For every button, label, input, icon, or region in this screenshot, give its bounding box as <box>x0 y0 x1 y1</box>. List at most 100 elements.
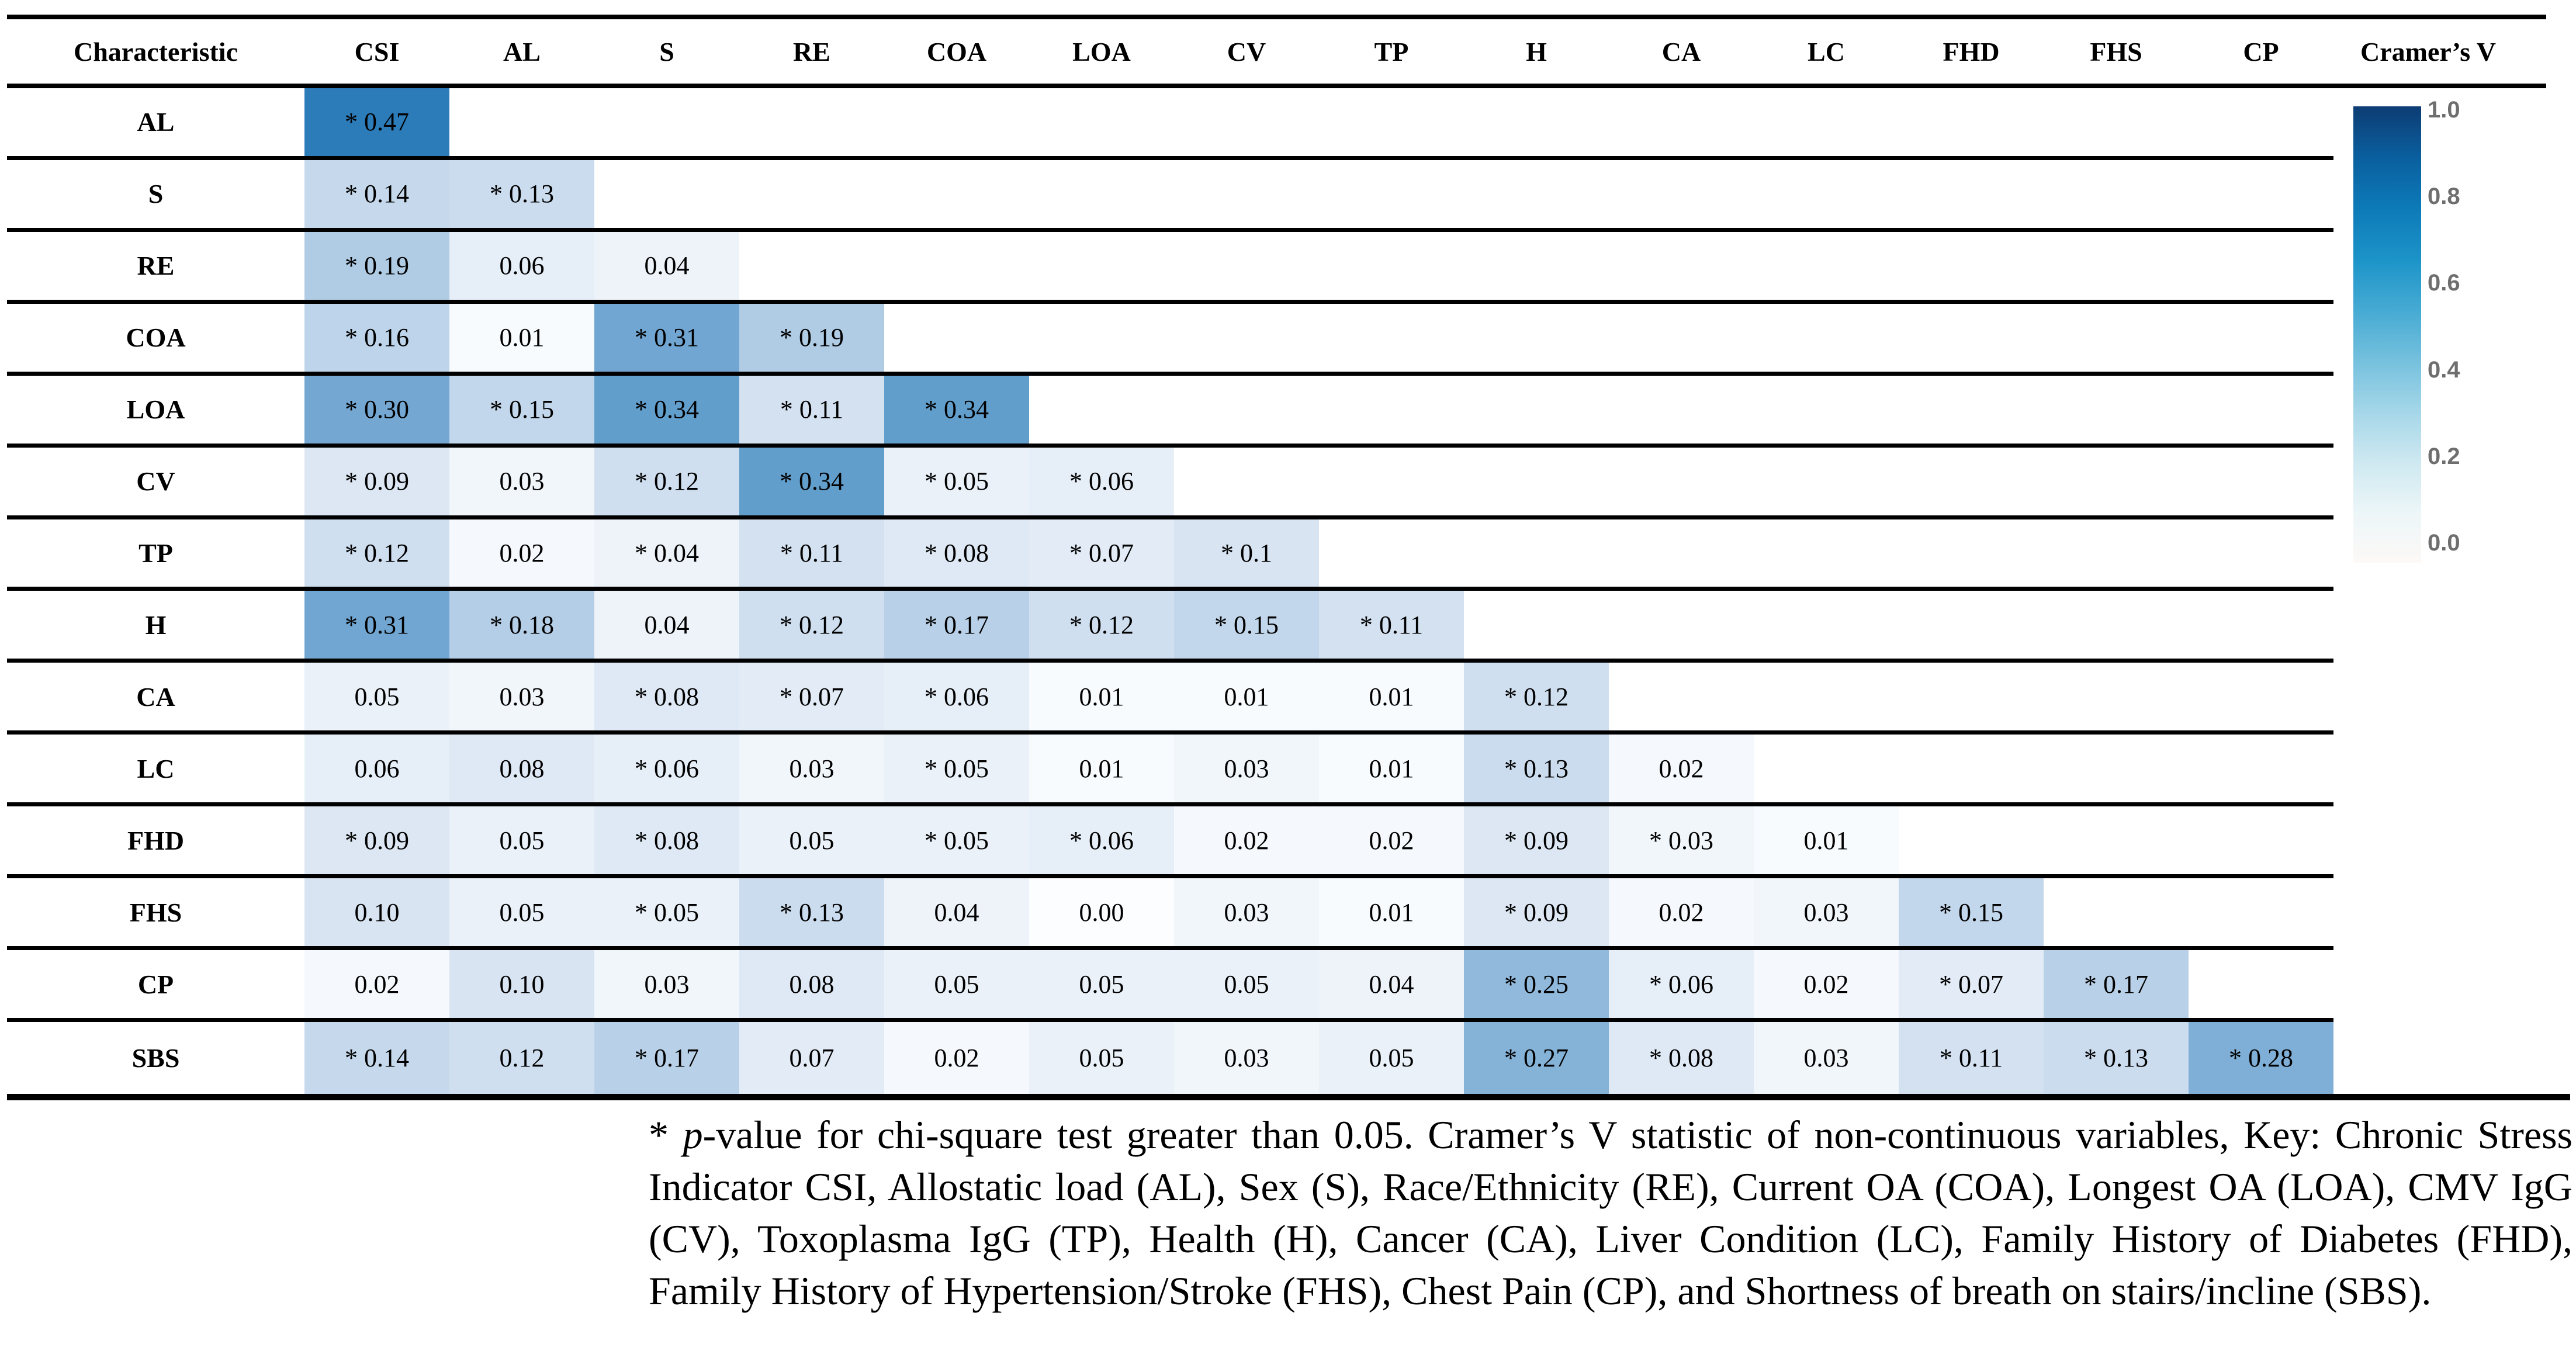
caption-p-italic: p <box>683 1113 703 1157</box>
empty-cell <box>1609 376 1754 444</box>
empty-cell <box>1319 88 1464 156</box>
heatmap-cell: 0.03 <box>1754 1021 1899 1094</box>
empty-cell <box>1899 519 2044 587</box>
heatmap-cell: 0.01 <box>1754 806 1899 875</box>
heatmap-cell: * 0.17 <box>2044 950 2189 1018</box>
heatmap-cell: 0.05 <box>884 950 1029 1018</box>
empty-cell <box>1899 663 2044 730</box>
heatmap-cell: 0.05 <box>1029 950 1174 1018</box>
row-label: RE <box>137 251 175 281</box>
empty-cell <box>2044 519 2189 587</box>
heatmap-cell: 0.02 <box>1609 878 1754 947</box>
empty-cell <box>1754 591 1899 659</box>
heatmap-cell: 0.02 <box>449 519 594 587</box>
table-top-rule <box>7 15 2546 19</box>
empty-cell <box>739 160 884 228</box>
empty-cell <box>2189 950 2333 1018</box>
heatmap-cell: * 0.07 <box>1899 950 2044 1018</box>
heatmap-cell: * 0.11 <box>739 519 884 587</box>
heatmap-cell: * 0.31 <box>304 591 449 659</box>
header-col-CV: CV <box>1227 36 1266 67</box>
row-label: LC <box>137 753 175 784</box>
header-col-RE: RE <box>793 36 830 67</box>
heatmap-cell: 0.05 <box>1029 1021 1174 1094</box>
header-col-AL: AL <box>503 36 541 67</box>
heatmap-cell: 0.06 <box>304 735 449 803</box>
row-label: FHD <box>127 825 185 855</box>
heatmap-cell: * 0.09 <box>304 447 449 515</box>
header-row: Characteristic CSI AL S RE COA LOA CV TP H CA LC FHD… <box>7 19 2333 84</box>
heatmap-cell: * 0.06 <box>594 735 739 803</box>
heatmap-cell: * 0.17 <box>594 1021 739 1094</box>
empty-cell <box>1174 232 1319 300</box>
header-col-H: H <box>1526 36 1547 67</box>
table-row: CA 0.05 0.03 * 0.08 * 0.07 * 0.06 0.01 0.01 0.01… <box>7 663 2333 735</box>
heatmap-cell: * 0.07 <box>1029 519 1174 587</box>
empty-cell <box>739 232 884 300</box>
heatmap-cell: 0.08 <box>449 735 594 803</box>
empty-cell <box>2044 878 2189 946</box>
colorbar-ticks: 1.0 0.8 0.6 0.4 0.2 0.0 <box>2428 93 2498 560</box>
heatmap-cell: * 0.47 <box>304 88 449 156</box>
empty-cell <box>1609 232 1754 300</box>
empty-cell <box>1899 806 2044 874</box>
empty-cell <box>2189 519 2333 587</box>
empty-cell <box>2044 160 2189 228</box>
row-label: SBS <box>131 1042 180 1073</box>
heatmap-cell: 0.05 <box>739 806 884 875</box>
heatmap-cell: 0.02 <box>1754 950 1899 1018</box>
heatmap-cell: 0.02 <box>304 950 449 1018</box>
table-row: AL * 0.47 <box>7 88 2333 160</box>
heatmap-cell: * 0.14 <box>304 1021 449 1094</box>
heatmap-cell: 0.03 <box>1174 878 1319 947</box>
heatmap-cell: 0.05 <box>304 663 449 731</box>
empty-cell <box>1609 304 1754 372</box>
empty-cell <box>449 88 594 156</box>
empty-cell <box>1899 735 2044 802</box>
empty-cell <box>1464 448 1609 515</box>
heatmap-cell: * 0.05 <box>884 735 1029 803</box>
heatmap-cell: * 0.17 <box>884 591 1029 659</box>
heatmap-cell: * 0.13 <box>1464 735 1609 803</box>
empty-cell <box>884 304 1029 372</box>
header-col-TP: TP <box>1374 36 1409 67</box>
heatmap-cell: 0.06 <box>449 231 594 300</box>
empty-cell <box>2189 376 2333 444</box>
header-col-FHS: FHS <box>2090 36 2142 67</box>
heatmap-cell: 0.03 <box>1754 878 1899 947</box>
heatmap-cell: 0.01 <box>1029 735 1174 803</box>
heatmap-cell: 0.01 <box>1319 663 1464 731</box>
heatmap-cell: 0.02 <box>884 1021 1029 1094</box>
heatmap-cell: * 0.12 <box>1029 591 1174 659</box>
header-col-LOA: LOA <box>1072 36 1131 67</box>
heatmap-cell: * 0.09 <box>304 806 449 875</box>
empty-cell <box>2189 88 2333 156</box>
heatmap-cell: * 0.08 <box>594 663 739 731</box>
heatmap-cell: 0.05 <box>449 806 594 875</box>
empty-cell <box>1754 735 1899 802</box>
heatmap-cell: 0.05 <box>1174 950 1319 1018</box>
heatmap-cell: 0.03 <box>739 735 884 803</box>
row-label: FHS <box>129 897 182 927</box>
heatmap-cell: * 0.34 <box>739 447 884 515</box>
empty-cell <box>1899 448 2044 515</box>
empty-cell <box>1609 88 1754 156</box>
row-label: LOA <box>126 394 185 425</box>
heatmap-cell: * 0.12 <box>594 447 739 515</box>
heatmap-cell: * 0.15 <box>449 375 594 444</box>
heatmap-cell: * 0.25 <box>1464 950 1609 1018</box>
heatmap-cell: * 0.31 <box>594 303 739 372</box>
empty-cell <box>2044 735 2189 802</box>
header-col-COA: COA <box>926 36 987 67</box>
empty-cell <box>1319 160 1464 228</box>
header-col-CP: CP <box>2243 36 2279 67</box>
heatmap-cell: * 0.11 <box>1899 1021 2044 1094</box>
row-label: H <box>145 609 167 640</box>
empty-cell <box>1174 448 1319 515</box>
heatmap-cell: 0.05 <box>449 878 594 947</box>
colorbar-tick: 0.2 <box>2428 444 2460 470</box>
heatmap-cell: * 0.28 <box>2189 1021 2333 1094</box>
heatmap-cell: 0.03 <box>449 663 594 731</box>
table-row: LOA * 0.30 * 0.15 * 0.34 * 0.11 * 0.34 <box>7 375 2333 448</box>
heatmap-cell: 0.03 <box>1174 735 1319 803</box>
